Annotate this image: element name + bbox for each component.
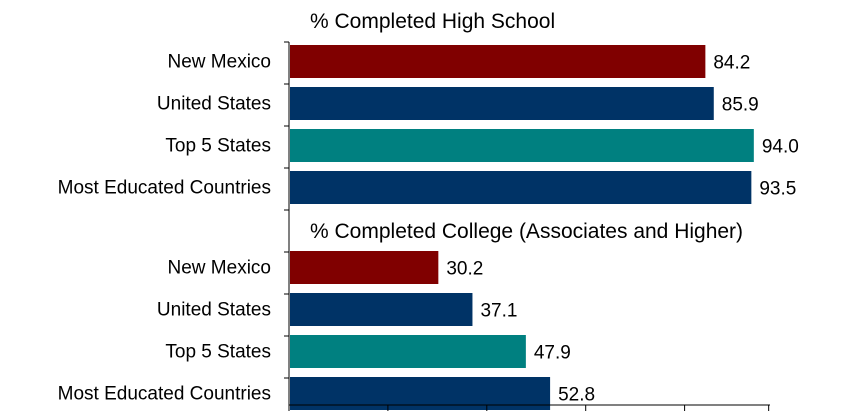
data-label: 37.1 [480,301,517,322]
bar [290,171,752,204]
data-label: 94.0 [762,137,799,158]
bar [290,251,439,284]
category-label: Most Educated Countries [58,178,271,199]
data-label: 52.8 [558,385,595,406]
category-label: United States [157,300,271,321]
bar [290,45,706,78]
section-title: % Completed High School [310,10,555,33]
category-label: United States [157,94,271,115]
category-label: New Mexico [168,52,271,73]
category-label: New Mexico [168,258,271,279]
bar [290,129,754,162]
data-label: 30.2 [446,259,483,280]
data-label: 47.9 [534,343,571,364]
bar [290,87,714,120]
category-label: Top 5 States [165,136,271,157]
bar [290,293,473,326]
category-label: Top 5 States [165,342,271,363]
bar [290,335,526,368]
section-title: % Completed College (Associates and High… [310,220,743,243]
data-label: 84.2 [713,53,750,74]
data-label: 93.5 [759,179,796,200]
category-label: Most Educated Countries [58,384,271,405]
data-label: 85.9 [722,95,759,116]
chart-marks: % Completed High School New Mexico 84.2 Uni… [58,10,799,411]
